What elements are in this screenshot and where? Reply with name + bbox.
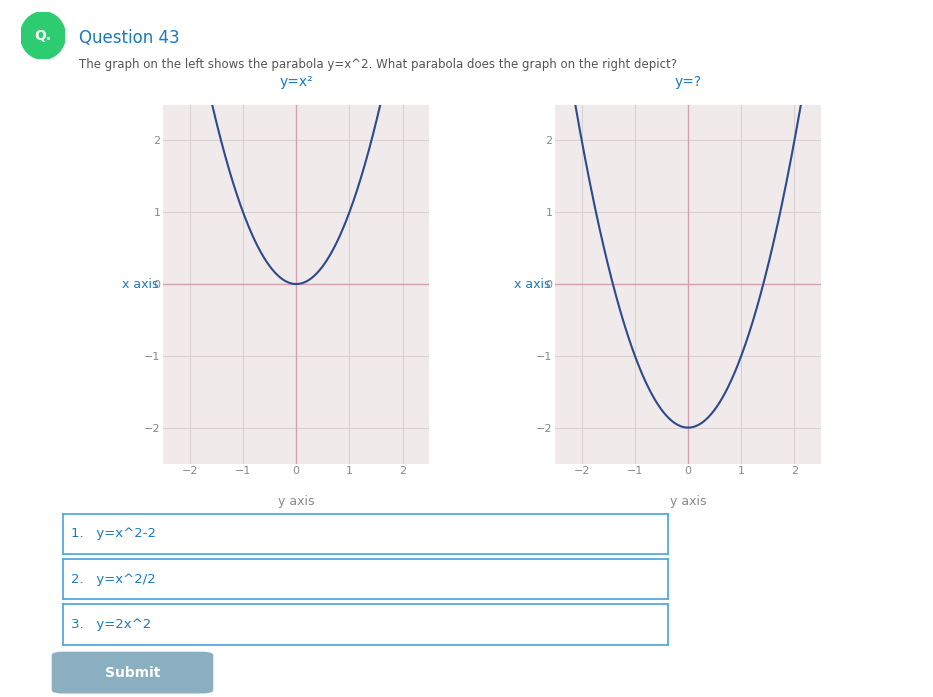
- Text: y=x²: y=x²: [279, 75, 313, 89]
- Text: Question 43: Question 43: [79, 29, 180, 47]
- Text: x axis: x axis: [122, 277, 159, 291]
- Text: The graph on the left shows the parabola y=x^2. What parabola does the graph on : The graph on the left shows the parabola…: [79, 59, 677, 71]
- Text: y axis: y axis: [278, 495, 314, 508]
- Circle shape: [21, 12, 65, 59]
- Text: y=?: y=?: [675, 75, 702, 89]
- Text: 2.   y=x^2/2: 2. y=x^2/2: [71, 573, 156, 585]
- Text: y axis: y axis: [670, 495, 706, 508]
- Text: x axis: x axis: [514, 277, 550, 291]
- Text: 3.   y=2x^2: 3. y=2x^2: [71, 618, 151, 631]
- Text: Submit: Submit: [104, 666, 160, 680]
- Text: Q.: Q.: [35, 29, 51, 43]
- Text: 1.   y=x^2-2: 1. y=x^2-2: [71, 528, 156, 540]
- FancyBboxPatch shape: [52, 652, 213, 693]
